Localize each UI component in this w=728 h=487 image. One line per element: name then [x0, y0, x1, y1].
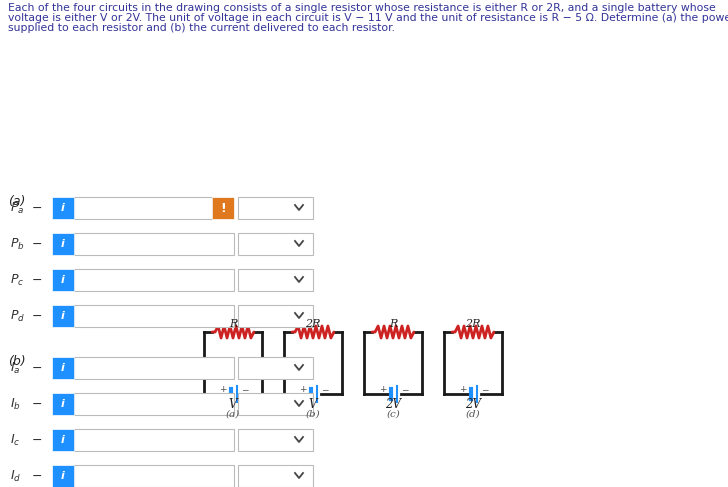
- Text: (c): (c): [386, 410, 400, 419]
- Text: $I_b$: $I_b$: [10, 396, 21, 412]
- Text: (b): (b): [306, 410, 320, 419]
- Text: +: +: [459, 386, 467, 394]
- Text: −: −: [481, 386, 488, 394]
- Text: +: +: [379, 386, 387, 394]
- Text: −: −: [32, 361, 42, 375]
- Text: −: −: [32, 433, 42, 447]
- Text: 2R: 2R: [465, 319, 480, 329]
- FancyBboxPatch shape: [52, 197, 74, 219]
- Text: (a): (a): [8, 195, 25, 208]
- Text: −: −: [321, 386, 328, 394]
- FancyBboxPatch shape: [52, 393, 74, 415]
- Text: i: i: [61, 399, 65, 409]
- FancyBboxPatch shape: [74, 393, 234, 415]
- Text: i: i: [61, 203, 65, 213]
- Text: (b): (b): [8, 355, 25, 368]
- Text: −: −: [32, 310, 42, 322]
- FancyBboxPatch shape: [238, 197, 313, 219]
- Text: −: −: [32, 238, 42, 250]
- Text: !: !: [220, 202, 226, 214]
- Text: $P_b$: $P_b$: [10, 237, 25, 252]
- Text: i: i: [61, 311, 65, 321]
- FancyBboxPatch shape: [52, 233, 74, 255]
- FancyBboxPatch shape: [238, 357, 313, 379]
- Text: V: V: [309, 398, 317, 411]
- Text: $P_a$: $P_a$: [10, 201, 24, 216]
- Text: Each of the four circuits in the drawing consists of a single resistor whose res: Each of the four circuits in the drawing…: [8, 3, 716, 13]
- Text: voltage is either V or 2V. The unit of voltage in each circuit is V − 11 V and t: voltage is either V or 2V. The unit of v…: [8, 13, 728, 23]
- Text: i: i: [61, 471, 65, 481]
- FancyBboxPatch shape: [74, 465, 234, 487]
- FancyBboxPatch shape: [74, 197, 212, 219]
- Text: i: i: [61, 363, 65, 373]
- Text: −: −: [32, 397, 42, 411]
- Text: $P_c$: $P_c$: [10, 272, 24, 287]
- Text: R: R: [229, 319, 237, 329]
- FancyBboxPatch shape: [238, 429, 313, 451]
- Text: (a): (a): [226, 410, 240, 419]
- FancyBboxPatch shape: [74, 233, 234, 255]
- FancyBboxPatch shape: [52, 429, 74, 451]
- FancyBboxPatch shape: [74, 429, 234, 451]
- FancyBboxPatch shape: [74, 357, 234, 379]
- Text: V: V: [229, 398, 237, 411]
- Text: R: R: [389, 319, 397, 329]
- Text: +: +: [299, 386, 307, 394]
- FancyBboxPatch shape: [52, 269, 74, 291]
- FancyBboxPatch shape: [52, 357, 74, 379]
- Text: i: i: [61, 435, 65, 445]
- FancyBboxPatch shape: [238, 305, 313, 327]
- Text: −: −: [32, 202, 42, 214]
- Text: $I_c$: $I_c$: [10, 432, 20, 448]
- Text: i: i: [61, 275, 65, 285]
- FancyBboxPatch shape: [212, 197, 234, 219]
- Text: $I_d$: $I_d$: [10, 468, 21, 484]
- Text: 2R: 2R: [305, 319, 321, 329]
- FancyBboxPatch shape: [52, 305, 74, 327]
- Text: 2V: 2V: [385, 398, 401, 411]
- FancyBboxPatch shape: [74, 305, 234, 327]
- Text: (d): (d): [466, 410, 480, 419]
- Text: +: +: [220, 386, 227, 394]
- Text: $P_d$: $P_d$: [10, 308, 25, 323]
- Text: −: −: [32, 469, 42, 483]
- Text: supplied to each resistor and (b) the current delivered to each resistor.: supplied to each resistor and (b) the cu…: [8, 23, 395, 33]
- Text: −: −: [401, 386, 408, 394]
- Text: −: −: [241, 386, 248, 394]
- FancyBboxPatch shape: [74, 269, 234, 291]
- FancyBboxPatch shape: [238, 269, 313, 291]
- FancyBboxPatch shape: [238, 465, 313, 487]
- FancyBboxPatch shape: [238, 393, 313, 415]
- FancyBboxPatch shape: [238, 233, 313, 255]
- FancyBboxPatch shape: [52, 465, 74, 487]
- Text: i: i: [61, 239, 65, 249]
- Text: $I_a$: $I_a$: [10, 360, 20, 375]
- Text: −: −: [32, 274, 42, 286]
- Text: 2V: 2V: [465, 398, 481, 411]
